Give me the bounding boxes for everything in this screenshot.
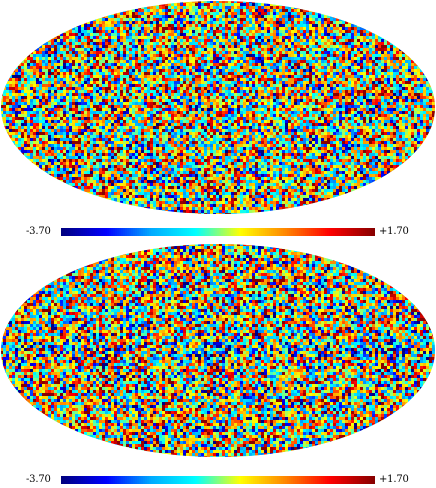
skymap-panel-bottom: -3.70 +1.70: [0, 243, 436, 485]
skymap-pixels: [0, 243, 436, 458]
colorbar-max-label: +1.70: [379, 474, 409, 486]
colorbar-max-label: +1.70: [379, 226, 409, 238]
colorbar-gradient: [61, 476, 375, 484]
colorbar-min-label: -3.70: [26, 226, 51, 238]
colorbar-top: -3.70 +1.70: [0, 226, 436, 240]
colorbar-min-label: -3.70: [26, 474, 51, 486]
mollweide-skymap-top: [0, 0, 436, 215]
skymap-panel-top: -3.70 +1.70: [0, 0, 436, 240]
colorbar-bottom: -3.70 +1.70: [0, 474, 436, 488]
colorbar-gradient: [61, 228, 375, 236]
mollweide-skymap-bottom: [0, 243, 436, 458]
skymap-pixels: [0, 0, 436, 215]
